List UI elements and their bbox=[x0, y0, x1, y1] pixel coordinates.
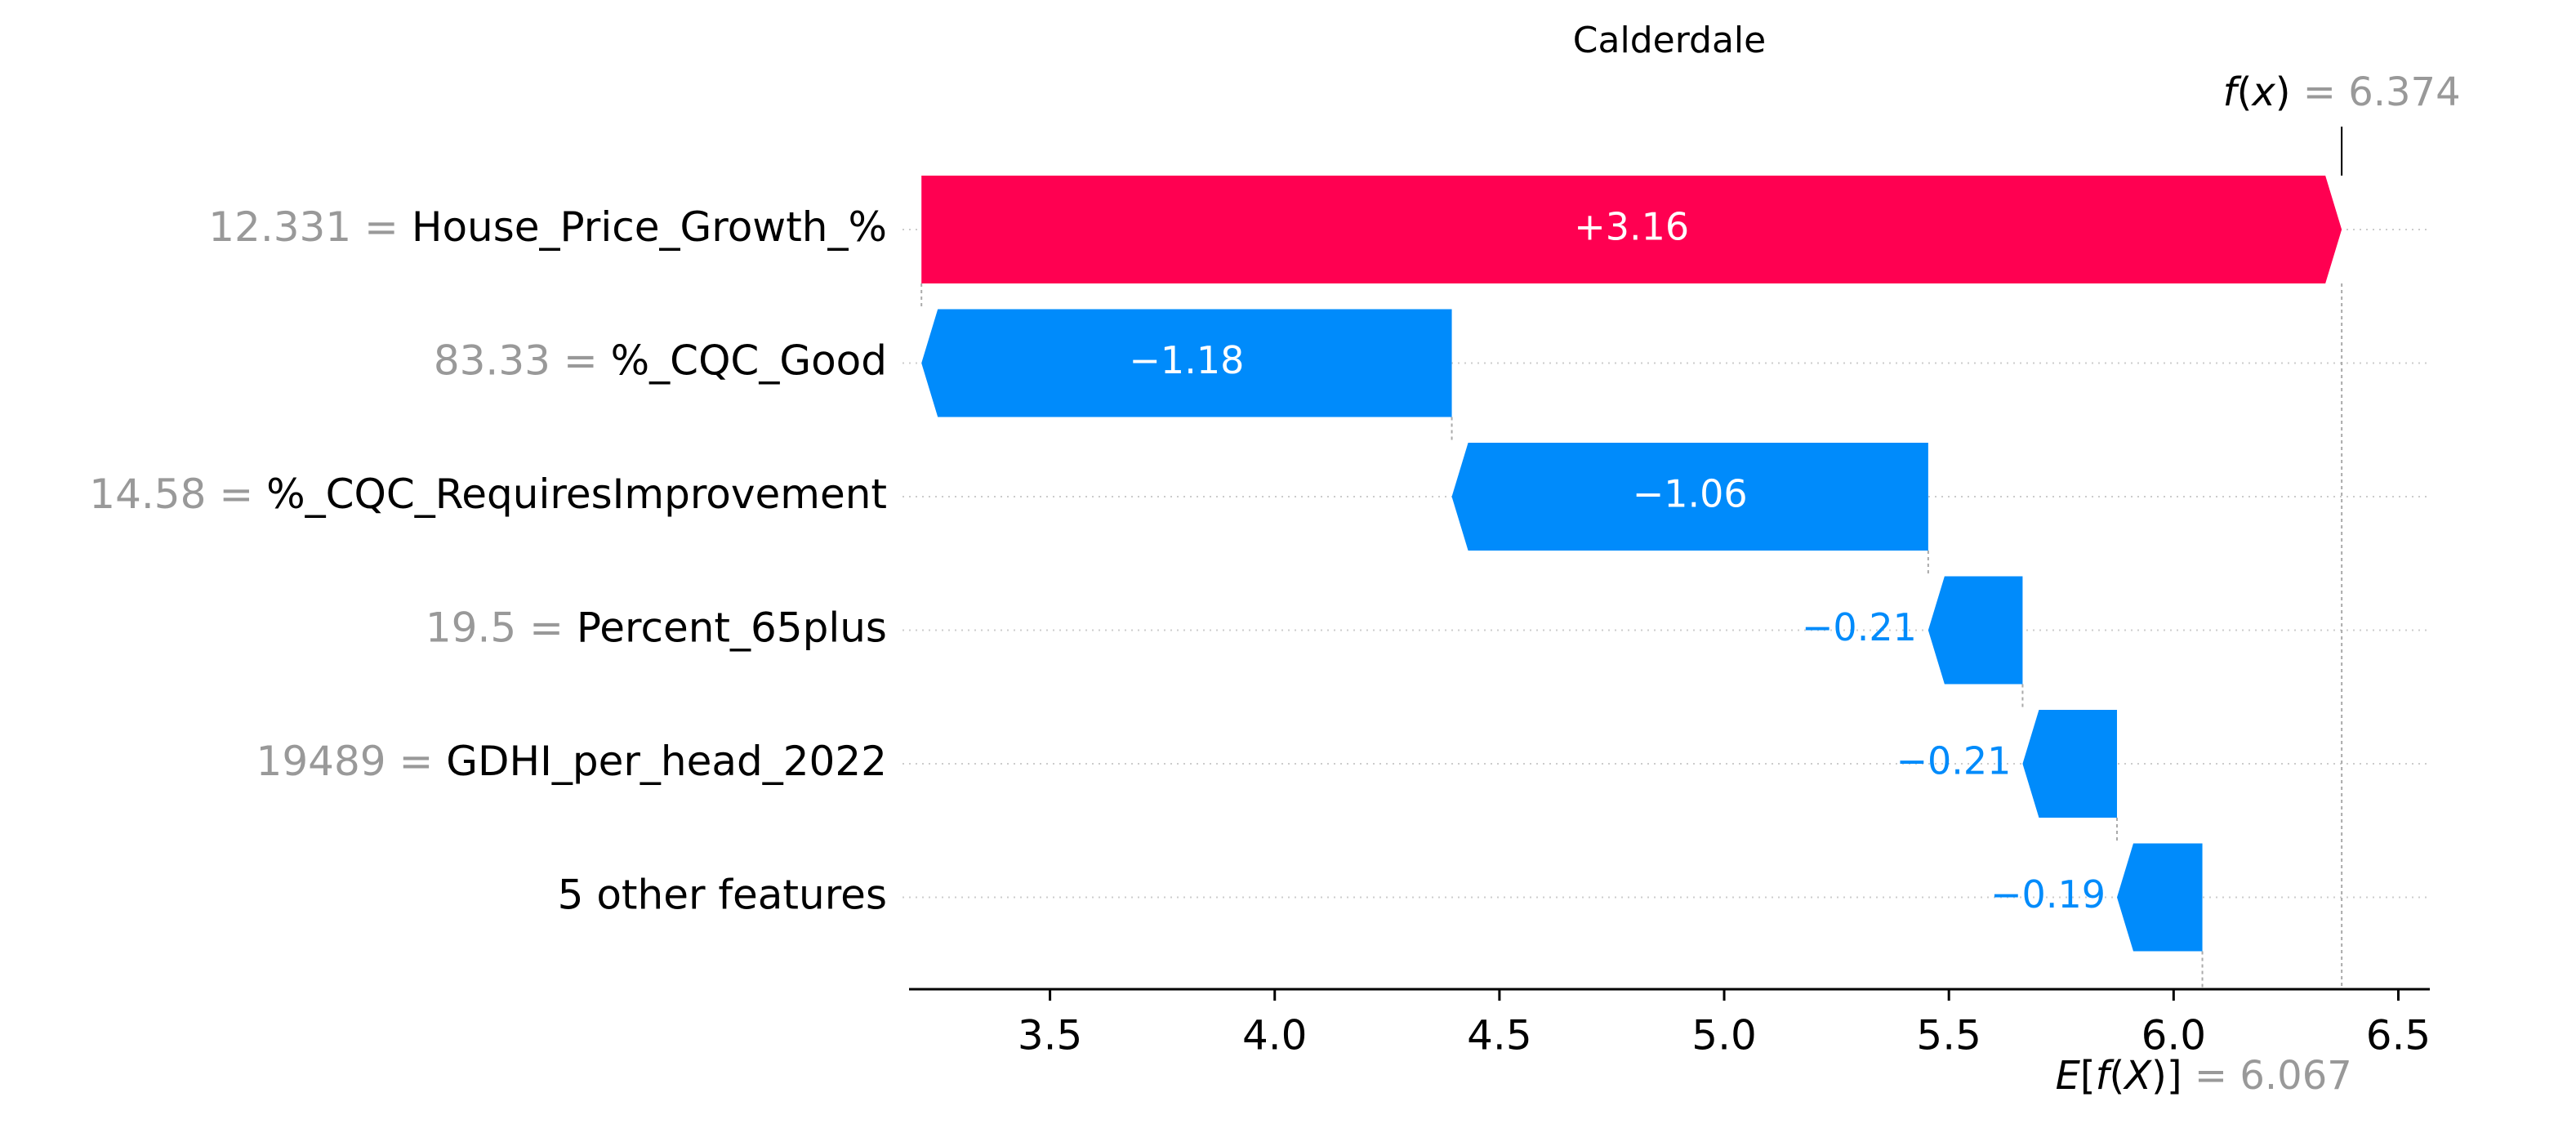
x-tick-label: 5.5 bbox=[1916, 1012, 1981, 1059]
x-tick-label: 6.5 bbox=[2366, 1012, 2431, 1059]
x-tick-label: 6.0 bbox=[2141, 1012, 2207, 1059]
feature-value: 14.58 bbox=[89, 471, 206, 518]
bar-positive bbox=[921, 176, 2342, 283]
feature-label: 83.33 = %_CQC_Good bbox=[434, 337, 887, 384]
feature-value: 12.331 bbox=[208, 203, 351, 251]
efx-open-paren: ( bbox=[2110, 1053, 2125, 1099]
bar-negative bbox=[1928, 576, 2023, 685]
efx-equals: = bbox=[2182, 1053, 2240, 1099]
bar-negative bbox=[2022, 710, 2117, 818]
efx-open: [ bbox=[2080, 1053, 2096, 1099]
bar-value-label: −1.18 bbox=[1129, 338, 1244, 382]
feature-label: 12.331 = House_Price_Growth_% bbox=[208, 203, 887, 251]
efx-annotation: E[f(X)] = 6.067 bbox=[2056, 1053, 2352, 1099]
feature-equals: = bbox=[550, 337, 611, 384]
fx-arg: x bbox=[2250, 69, 2275, 115]
bar-negative bbox=[1451, 443, 1928, 551]
efx-value: 6.067 bbox=[2240, 1053, 2351, 1099]
efx-E: E bbox=[2056, 1053, 2081, 1099]
feature-label: 19489 = GDHI_per_head_2022 bbox=[256, 738, 887, 785]
efx-close: ] bbox=[2167, 1053, 2182, 1099]
feature-equals: = bbox=[516, 604, 577, 651]
feature-name: Percent_65plus bbox=[577, 604, 887, 651]
feature-name: %_CQC_Good bbox=[611, 337, 887, 384]
annotation-layer: f(x) = 6.374 E[f(X)] = 6.067 bbox=[2056, 69, 2461, 1099]
feature-name: House_Price_Growth_% bbox=[412, 203, 887, 251]
connector-layer bbox=[920, 127, 2343, 989]
fx-equals: = bbox=[2290, 69, 2348, 115]
x-tick-label: 4.0 bbox=[1242, 1012, 1308, 1059]
x-axis: 3.5 4.0 4.5 5.0 5.5 6.0 6.5 bbox=[909, 988, 2431, 1059]
feature-label: 5 other features bbox=[558, 871, 887, 918]
feature-name: 5 other features bbox=[558, 871, 887, 918]
feature-label: 19.5 = Percent_65plus bbox=[426, 604, 887, 651]
chart-title: Calderdale bbox=[1573, 20, 1766, 61]
fx-value: 6.374 bbox=[2348, 69, 2460, 115]
feature-label: 14.58 = %_CQC_RequiresImprovement bbox=[89, 471, 887, 518]
feature-equals: = bbox=[206, 471, 266, 518]
x-tick-label: 4.5 bbox=[1467, 1012, 1532, 1059]
feature-name: GDHI_per_head_2022 bbox=[446, 738, 887, 785]
fx-annotation: f(x) = 6.374 bbox=[2223, 69, 2461, 115]
bar-value-label: −1.06 bbox=[1633, 472, 1748, 516]
feature-equals: = bbox=[386, 738, 447, 785]
feature-value: 19489 bbox=[256, 738, 386, 785]
x-tick-label: 5.0 bbox=[1691, 1012, 1757, 1059]
x-tick-label: 3.5 bbox=[1018, 1012, 1083, 1059]
fx-open-paren: ( bbox=[2237, 69, 2253, 115]
bar-value-label: −0.21 bbox=[1802, 605, 1917, 649]
efx-close-paren: ) bbox=[2151, 1053, 2167, 1099]
bar-value-label: −0.21 bbox=[1896, 739, 2011, 783]
feature-label-layer: +3.16 −1.18 −1.06 −0.21 −0.21 −0.19 12.331 = H… bbox=[89, 203, 2106, 919]
bar-value-label: −0.19 bbox=[1990, 872, 2106, 917]
feature-equals: = bbox=[351, 203, 412, 251]
fx-close-paren: ) bbox=[2275, 69, 2291, 115]
feature-value: 83.33 bbox=[434, 337, 550, 384]
feature-name: %_CQC_RequiresImprovement bbox=[266, 471, 887, 518]
bar-negative bbox=[921, 309, 1452, 417]
efx-arg: X bbox=[2122, 1053, 2152, 1099]
feature-value: 19.5 bbox=[426, 604, 516, 651]
bar-layer bbox=[921, 176, 2342, 952]
bar-negative bbox=[2116, 843, 2203, 952]
bar-value-label: +3.16 bbox=[1574, 205, 1689, 249]
